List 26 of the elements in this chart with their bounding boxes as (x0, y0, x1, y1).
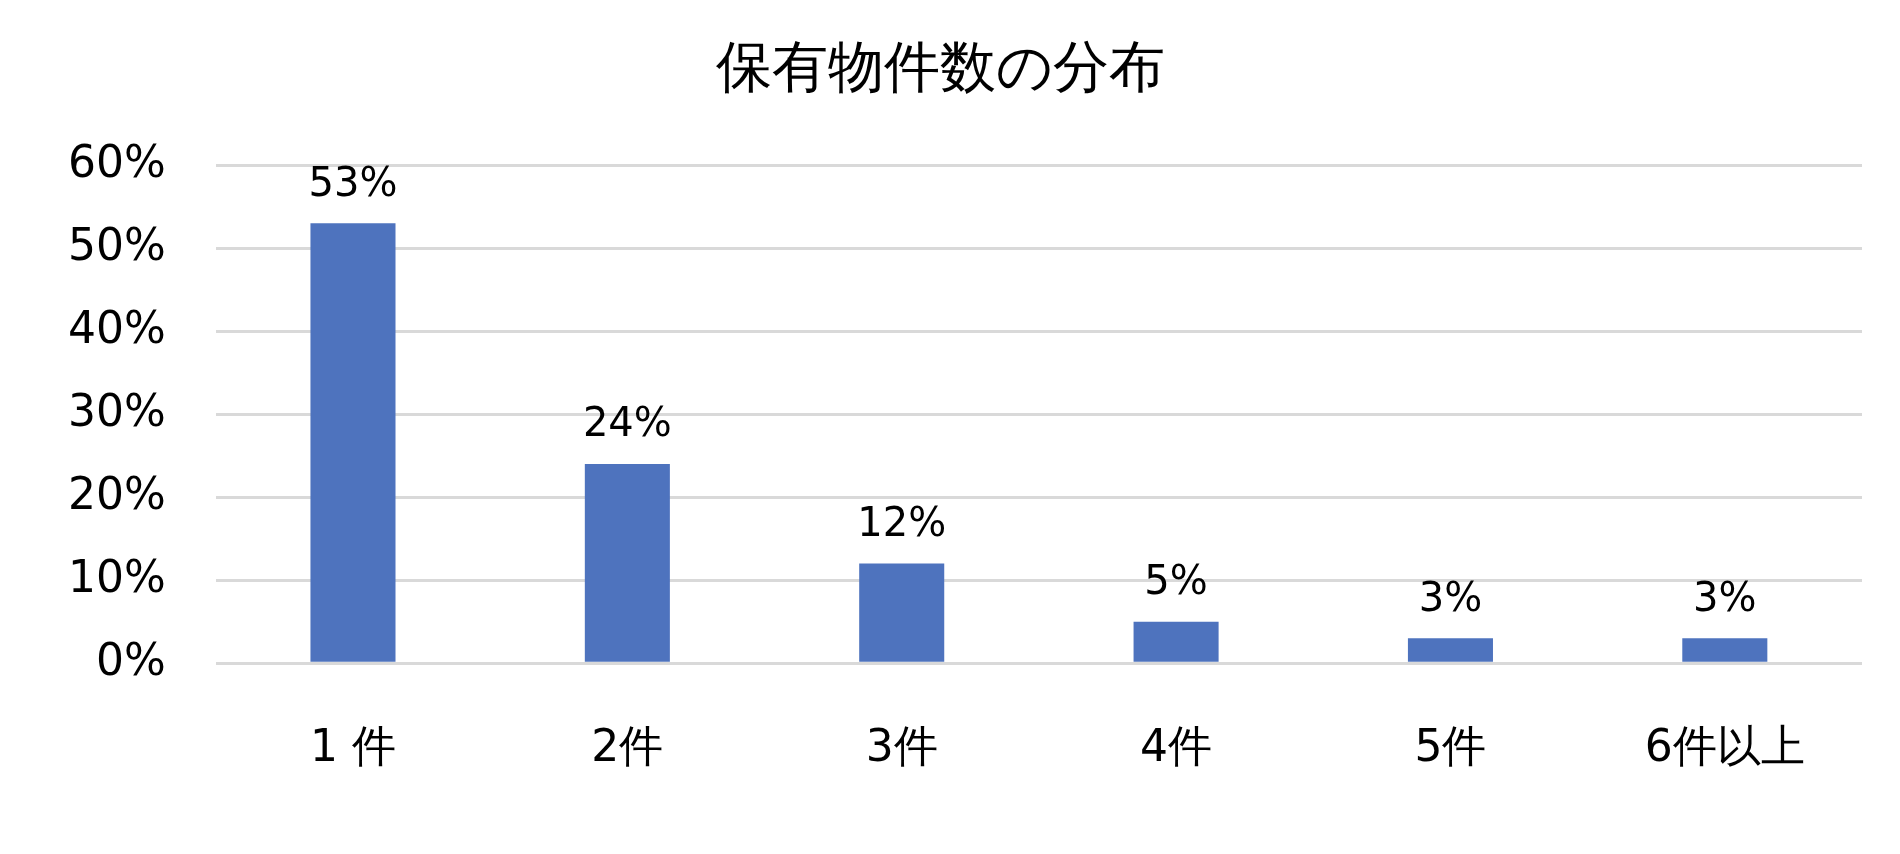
data-label: 12% (857, 498, 947, 545)
y-tick-label: 50% (68, 218, 166, 270)
x-tick-label: 2件 (591, 720, 664, 772)
data-label: 3% (1418, 573, 1483, 620)
x-tick-label: 3件 (865, 720, 938, 772)
y-tick-label: 30% (68, 384, 166, 436)
x-tick-label: 6件以上 (1644, 720, 1805, 772)
y-tick-label: 10% (68, 550, 166, 602)
x-tick-label: 5件 (1414, 720, 1487, 772)
bar (1133, 621, 1219, 662)
y-tick-label: 0% (95, 633, 166, 685)
bar (859, 563, 945, 662)
data-label: 53% (308, 158, 398, 205)
y-tick-label: 40% (68, 301, 166, 353)
bar (1407, 638, 1493, 662)
y-tick-label: 20% (68, 467, 166, 519)
x-tick-label: 1 件 (309, 720, 396, 772)
x-tick-label: 4件 (1140, 720, 1213, 772)
data-label: 5% (1144, 557, 1208, 604)
bar (584, 464, 670, 662)
y-tick-label: 60% (68, 135, 166, 187)
bar (1682, 638, 1768, 662)
data-label: 24% (582, 399, 672, 446)
chart-title: 保有物件数の分布 (715, 34, 1165, 100)
data-label: 3% (1693, 573, 1757, 620)
bar (310, 223, 396, 662)
